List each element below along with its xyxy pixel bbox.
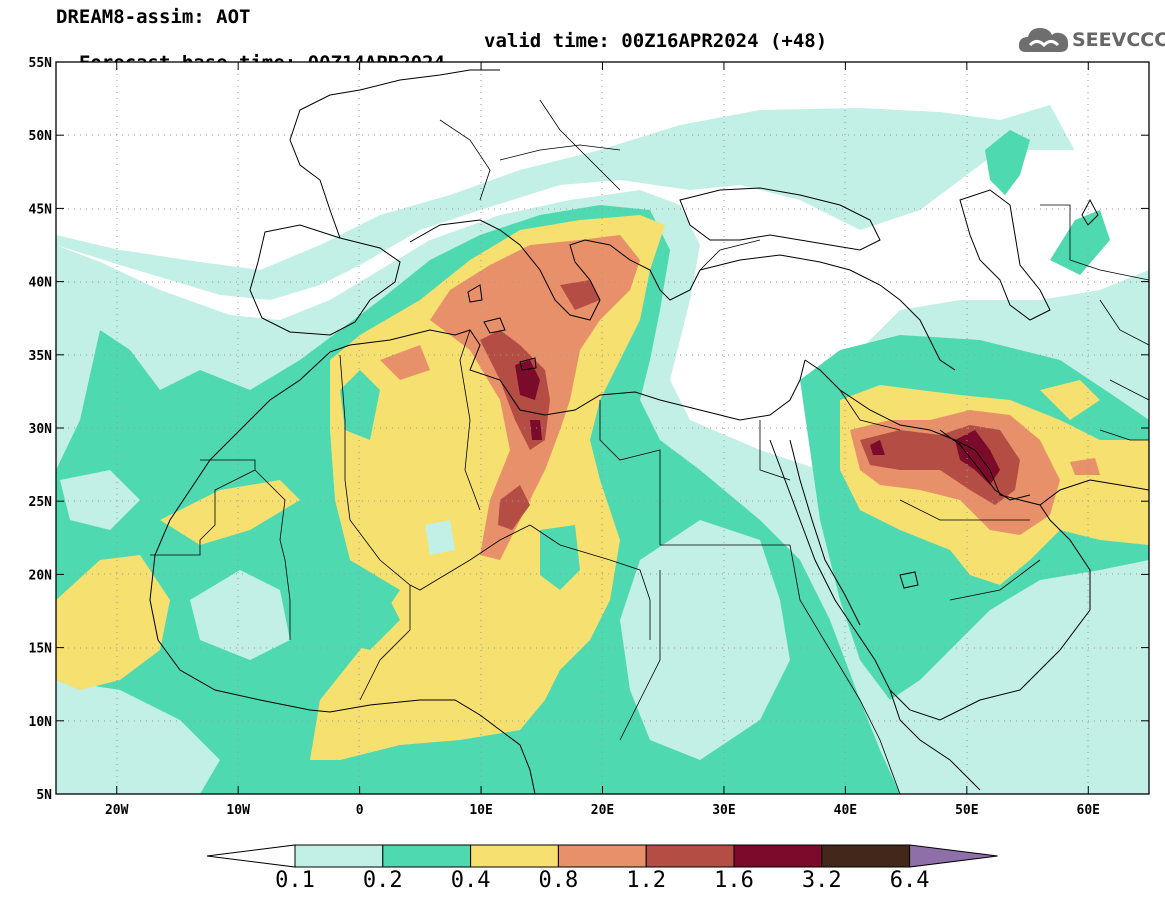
colorbar-label: 0.4 — [450, 868, 491, 893]
lat-tick-label: 5N — [36, 788, 52, 803]
valid-time: valid time: 00Z16APR2024 (+48) — [484, 30, 828, 52]
lat-tick-label: 15N — [29, 642, 53, 657]
colorbar-segment — [470, 844, 559, 868]
colorbar-segment — [733, 844, 823, 868]
lon-tick-label: 20W — [105, 803, 129, 818]
cloud-logo-icon — [1018, 28, 1069, 52]
lon-tick-label: 40E — [834, 803, 857, 818]
aot-level-1.6 — [515, 360, 540, 400]
graticule — [56, 62, 1149, 794]
lon-tick-label: 60E — [1077, 803, 1100, 818]
colorbar-label: 1.6 — [714, 868, 754, 893]
lat-tick-label: 35N — [29, 349, 53, 364]
coastlines — [149, 69, 1149, 794]
lat-tick-label: 25N — [29, 495, 53, 510]
colorbar-max-arrow — [909, 844, 998, 868]
colorbar-segment — [821, 844, 911, 868]
colorbar-label: 0.8 — [538, 868, 579, 893]
colorbar-label: 0.2 — [362, 868, 403, 893]
lat-tick-label: 10N — [29, 715, 53, 730]
lon-tick-label: 10E — [469, 803, 492, 818]
colorbar-min-arrow — [206, 844, 296, 868]
axis-ticks — [56, 61, 1149, 795]
colorbar-segment — [294, 844, 384, 868]
lon-tick-label: 20E — [591, 803, 614, 818]
colorbar-segment — [382, 844, 472, 868]
map-title: DREAM8-assim: AOT — [56, 6, 251, 28]
colorbar — [206, 844, 998, 868]
aot-field — [56, 62, 1149, 794]
logo-text: SEEVCCC — [1072, 29, 1165, 51]
colorbar-segment — [557, 844, 647, 868]
lon-tick-label: 0 — [356, 803, 364, 818]
lon-tick-label: 10W — [226, 803, 250, 818]
colorbar-label: 0.1 — [275, 868, 315, 893]
lon-axis-labels: 20W 10W 0 10E 20E 30E 40E 50E 60E — [105, 803, 1100, 818]
lat-tick-label: 30N — [29, 422, 53, 437]
colorbar-label: 3.2 — [801, 868, 842, 893]
lat-axis-labels: 55N 50N 45N 40N 35N 30N 25N 20N 15N 10N 5N — [29, 56, 53, 803]
colorbar-segment — [645, 844, 735, 868]
lon-tick-label: 30E — [712, 803, 735, 818]
colorbar-label: 6.4 — [889, 868, 930, 893]
lon-tick-label: 50E — [955, 803, 978, 818]
country-borders — [150, 99, 1149, 794]
aot-level-1.6-east — [955, 430, 1000, 485]
colorbar-label: 1.2 — [626, 868, 667, 893]
lat-tick-label: 55N — [29, 56, 53, 71]
lat-tick-label: 50N — [29, 129, 53, 144]
lat-tick-label: 40N — [29, 276, 53, 291]
lat-tick-label: 20N — [29, 568, 53, 583]
seevccc-logo: SEEVCCC — [1018, 24, 1165, 56]
lat-tick-label: 45N — [29, 202, 53, 217]
